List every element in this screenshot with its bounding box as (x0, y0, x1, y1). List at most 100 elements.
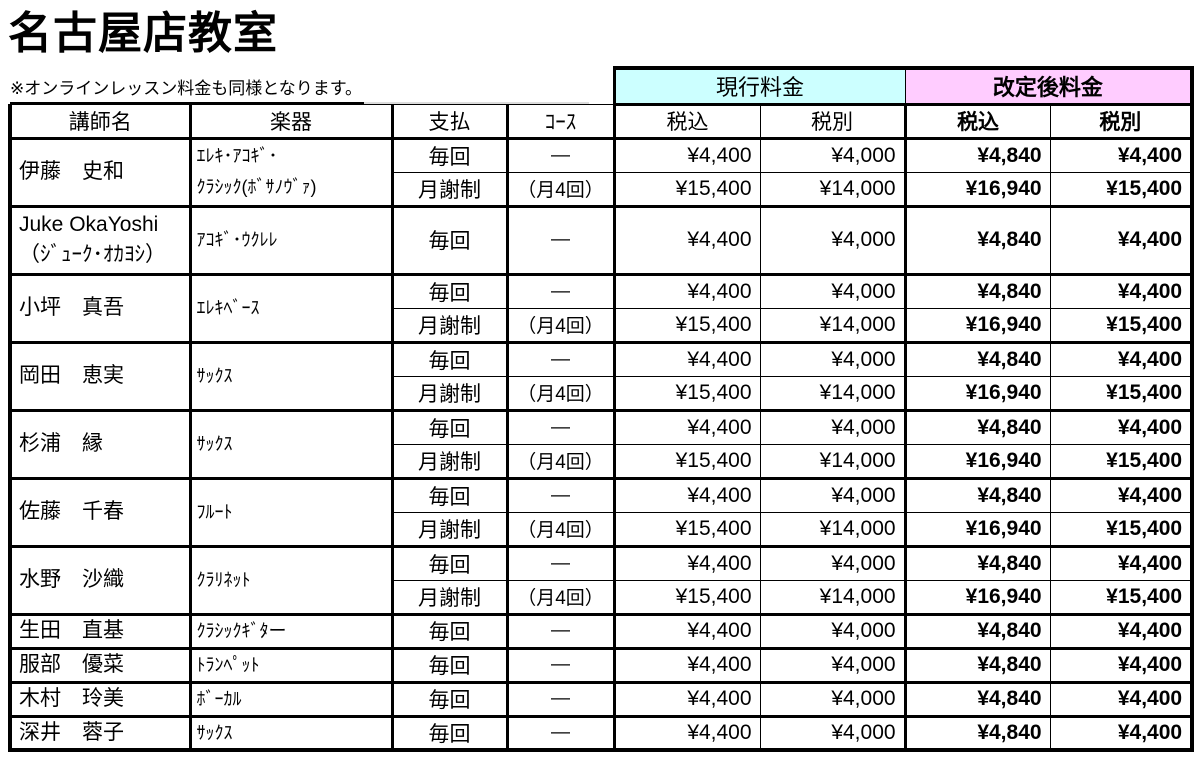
price-revised-tax-included-cell: ¥4,840 (904, 544, 1051, 581)
payment-cell: 毎回 (391, 476, 509, 513)
price-revised-tax-excluded-cell: ¥4,400 (1049, 204, 1195, 275)
payment-cell: 月謝制 (391, 443, 509, 479)
price-current-tax-excluded-cell: ¥4,000 (759, 544, 907, 581)
table-row: 生田 直基 ｸﾗｼｯｸｷﾞﾀー 毎回 ― ¥4,400 ¥4,000 ¥4,840 ¥4,40… (8, 612, 1195, 649)
price-revised-tax-excluded-cell: ¥15,400 (1049, 171, 1195, 207)
instructor-name-cell: 水野 沙織 (8, 544, 192, 615)
payment-cell: 月謝制 (391, 307, 509, 343)
price-current-tax-included-cell: ¥4,400 (613, 136, 761, 173)
course-cell: ― (506, 646, 616, 683)
payment-cell: 毎回 (391, 272, 509, 309)
instructor-name-cell: Juke OkaYoshi （ｼﾞｭｰｸ･ｵｶﾖｼ） (8, 204, 192, 275)
note-area: ※オンラインレッスン料金も同様となります。 (10, 68, 615, 104)
course-cell: ― (506, 408, 616, 445)
price-current-tax-excluded-cell: ¥4,000 (759, 680, 907, 717)
price-current-tax-excluded-cell: ¥14,000 (759, 171, 907, 207)
course-cell: ― (506, 476, 616, 513)
instructor-name-cell: 岡田 恵実 (8, 340, 192, 411)
payment-cell: 月謝制 (391, 579, 509, 615)
price-current-tax-included-cell: ¥15,400 (613, 171, 761, 207)
col-header-revised-tax-excluded: 税別 (1049, 103, 1195, 140)
course-cell: ― (506, 136, 616, 173)
instrument-cell: ｴﾚｷ･ｱｺｷﾞ･ ｸﾗｼｯｸ(ﾎﾞｻﾉｳﾞｧ) (189, 136, 394, 207)
price-current-tax-excluded-cell: ¥4,000 (759, 646, 907, 683)
price-current-tax-included-cell: ¥4,400 (613, 612, 761, 649)
table-row: 深井 蓉子 ｻｯｸｽ 毎回 ― ¥4,400 ¥4,000 ¥4,840 ¥4,400 (8, 714, 1195, 753)
price-revised-tax-included-cell: ¥4,840 (904, 204, 1051, 275)
price-current-tax-included-cell: ¥4,400 (613, 680, 761, 717)
price-revised-tax-included-cell: ¥4,840 (904, 408, 1051, 445)
price-current-tax-included-cell: ¥4,400 (613, 714, 761, 753)
current-price-group-header: 現行料金 (612, 66, 906, 106)
price-current-tax-included-cell: ¥4,400 (613, 408, 761, 445)
price-revised-tax-excluded-cell: ¥15,400 (1049, 307, 1195, 343)
payment-cell: 毎回 (391, 544, 509, 581)
price-revised-tax-excluded-cell: ¥4,400 (1049, 544, 1195, 581)
price-revised-tax-included-cell: ¥16,940 (904, 579, 1051, 615)
instructor-name-cell: 佐藤 千春 (8, 476, 192, 547)
price-current-tax-included-cell: ¥15,400 (613, 443, 761, 479)
instrument-cell: ｸﾗﾘﾈｯﾄ (189, 544, 394, 615)
payment-cell: 毎回 (391, 204, 509, 275)
price-revised-tax-included-cell: ¥4,840 (904, 714, 1051, 753)
price-current-tax-excluded-cell: ¥4,000 (759, 714, 907, 753)
price-revised-tax-excluded-cell: ¥15,400 (1049, 375, 1195, 411)
price-group-header-row: ※オンラインレッスン料金も同様となります。 現行料金 改定後料金 (10, 66, 1195, 106)
price-current-tax-excluded-cell: ¥14,000 (759, 579, 907, 615)
table-row: 木村 玲美 ﾎﾞｰｶﾙ 毎回 ― ¥4,400 ¥4,000 ¥4,840 ¥4,400 (8, 680, 1195, 717)
price-current-tax-excluded-cell: ¥4,000 (759, 476, 907, 513)
price-revised-tax-excluded-cell: ¥15,400 (1049, 443, 1195, 479)
price-revised-tax-included-cell: ¥4,840 (904, 272, 1051, 309)
price-revised-tax-included-cell: ¥4,840 (904, 340, 1051, 377)
price-revised-tax-excluded-cell: ¥15,400 (1049, 511, 1195, 547)
price-current-tax-excluded-cell: ¥14,000 (759, 375, 907, 411)
price-revised-tax-included-cell: ¥4,840 (904, 136, 1051, 173)
table-row: 伊藤 史和 ｴﾚｷ･ｱｺｷﾞ･ ｸﾗｼｯｸ(ﾎﾞｻﾉｳﾞｧ) 毎回 ― ¥4,400 ¥4… (8, 136, 1195, 207)
course-cell: （月4回） (506, 375, 616, 411)
course-cell: （月4回） (506, 443, 616, 479)
price-revised-tax-excluded-cell: ¥15,400 (1049, 579, 1195, 615)
payment-cell: 毎回 (391, 136, 509, 173)
table-row: 岡田 恵実 ｻｯｸｽ 毎回 ― ¥4,400 ¥4,000 ¥4,840 ¥4,400 (8, 340, 1195, 411)
column-header-row: 講師名 楽器 支払 ｺｰｽ 税込 税別 税込 税別 (8, 103, 1195, 140)
course-cell: ― (506, 612, 616, 649)
instrument-cell: ｱｺｷﾞ･ｳｸﾚﾚ (189, 204, 394, 275)
table-row: 小坪 真吾 ｴﾚｷﾍﾞｰｽ 毎回 ― ¥4,400 ¥4,000 ¥4,840 ¥4,400 (8, 272, 1195, 343)
course-cell: ― (506, 544, 616, 581)
table-row: 杉浦 縁ｻｯｸｽ 毎回 ― ¥4,400 ¥4,000 ¥4,840 ¥4,400 (8, 408, 1195, 479)
price-current-tax-excluded-cell: ¥4,000 (759, 272, 907, 309)
col-header-instrument: 楽器 (189, 103, 394, 140)
table-row: Juke OkaYoshi （ｼﾞｭｰｸ･ｵｶﾖｼ） ｱｺｷﾞ･ｳｸﾚﾚ 毎回 ― ¥4… (8, 204, 1195, 275)
instrument-cell: ｴﾚｷﾍﾞｰｽ (189, 272, 394, 343)
price-revised-tax-excluded-cell: ¥4,400 (1049, 680, 1195, 717)
instructor-name-cell: 小坪 真吾 (8, 272, 192, 343)
price-revised-tax-included-cell: ¥4,840 (904, 612, 1051, 649)
price-revised-tax-included-cell: ¥16,940 (904, 375, 1051, 411)
instructor-name-cell: 木村 玲美 (8, 680, 192, 717)
price-revised-tax-excluded-cell: ¥4,400 (1049, 714, 1195, 753)
price-current-tax-included-cell: ¥15,400 (613, 579, 761, 615)
instrument-cell: ﾎﾞｰｶﾙ (189, 680, 394, 717)
payment-cell: 毎回 (391, 680, 509, 717)
price-current-tax-excluded-cell: ¥14,000 (759, 443, 907, 479)
price-revised-tax-excluded-cell: ¥4,400 (1049, 272, 1195, 309)
payment-cell: 毎回 (391, 646, 509, 683)
payment-cell: 毎回 (391, 612, 509, 649)
price-revised-tax-excluded-cell: ¥4,400 (1049, 612, 1195, 649)
instrument-cell: ｸﾗｼｯｸｷﾞﾀー (189, 612, 394, 649)
price-revised-tax-excluded-cell: ¥4,400 (1049, 340, 1195, 377)
price-current-tax-excluded-cell: ¥4,000 (759, 136, 907, 173)
instructor-name-cell: 服部 優菜 (8, 646, 192, 683)
note-underline (364, 101, 589, 104)
course-cell: ― (506, 680, 616, 717)
price-current-tax-included-cell: ¥15,400 (613, 375, 761, 411)
payment-cell: 毎回 (391, 408, 509, 445)
price-current-tax-included-cell: ¥4,400 (613, 476, 761, 513)
instrument-cell: ｻｯｸｽ (189, 408, 394, 479)
price-current-tax-included-cell: ¥15,400 (613, 307, 761, 343)
price-revised-tax-excluded-cell: ¥4,400 (1049, 646, 1195, 683)
revised-price-group-header: 改定後料金 (904, 66, 1195, 106)
col-header-instructor: 講師名 (8, 103, 192, 140)
col-header-course: ｺｰｽ (506, 103, 616, 140)
col-header-revised-tax-included: 税込 (904, 103, 1051, 140)
